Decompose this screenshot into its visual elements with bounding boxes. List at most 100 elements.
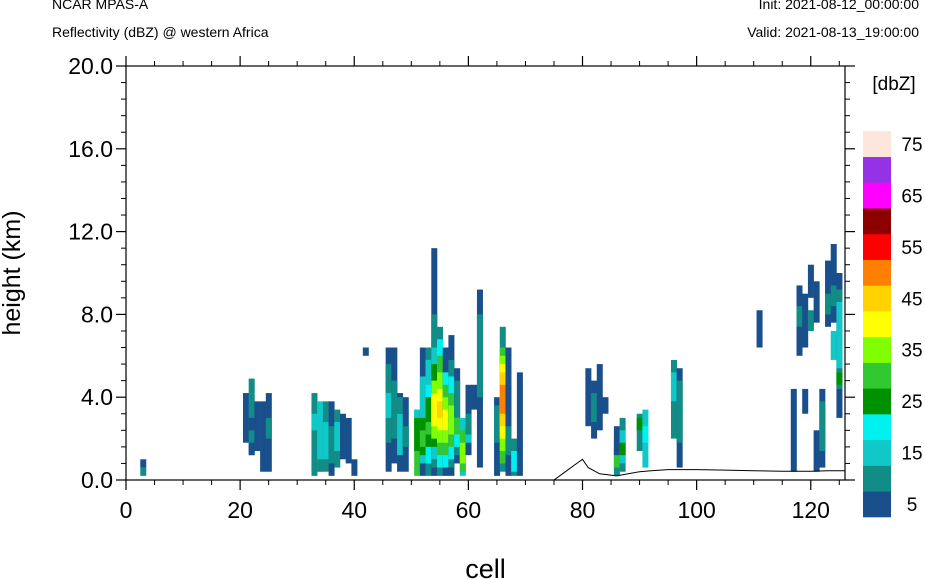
reflectivity-cell: [636, 413, 643, 452]
reflectivity-cell: [442, 409, 449, 431]
x-tick-label: 120: [792, 497, 830, 523]
reflectivity-cell: [813, 430, 820, 472]
reflectivity-cell: [591, 393, 598, 423]
reflectivity-cell: [465, 413, 472, 439]
reflectivity-cell: [756, 310, 763, 348]
colorbar-swatch: [863, 414, 891, 441]
reflectivity-cell: [619, 442, 626, 456]
field-title: Reflectivity (dBZ) @ western Africa: [52, 24, 269, 40]
colorbar-swatch: [863, 259, 891, 286]
reflectivity-cell: [345, 417, 352, 464]
reflectivity-cell: [471, 384, 478, 410]
colorbar-swatch: [863, 208, 891, 235]
reflectivity-cell: [265, 417, 272, 439]
valid-time: Valid: 2021-08-13_19:00:00: [747, 24, 919, 40]
reflectivity-cell: [414, 409, 421, 418]
colorbar-label: 55: [901, 238, 922, 259]
x-axis-label: cell: [465, 554, 506, 580]
reflectivity-cell: [465, 434, 472, 443]
colorbar-swatch: [863, 156, 891, 183]
y-tick-label: 4.0: [81, 384, 113, 410]
reflectivity-cell: [836, 372, 843, 385]
colorbar: 5 15 25 35 45 55 65 75: [863, 131, 923, 518]
x-tick-label: 60: [456, 497, 482, 523]
model-title: NCAR MPAS-A: [52, 0, 149, 12]
colorbar-swatch: [863, 131, 891, 158]
colorbar-label: 45: [901, 289, 922, 310]
reflectivity-cell: [260, 401, 267, 472]
reflectivity-cell: [454, 417, 461, 435]
reflectivity-cell: [802, 388, 809, 414]
colorbar-swatch: [863, 336, 891, 363]
reflectivity-cell: [140, 467, 147, 476]
y-axis: 0.0 4.0 8.0 12.0 16.0 20.0: [68, 53, 855, 493]
reflectivity-cell: [516, 372, 523, 476]
x-tick-label: 100: [677, 497, 715, 523]
reflectivity-cell: [613, 451, 620, 468]
colorbar-swatch: [863, 182, 891, 209]
colorbar-label: 65: [901, 186, 922, 207]
x-tick-label: 40: [341, 497, 367, 523]
y-tick-label: 12.0: [68, 219, 113, 245]
reflectivity-cell: [425, 359, 432, 385]
reflectivity-cell: [505, 426, 512, 456]
reflectivity-cell: [402, 426, 409, 447]
y-tick-label: 0.0: [81, 467, 113, 493]
reflectivity-cell: [596, 364, 603, 431]
colorbar-swatch: [863, 388, 891, 415]
reflectivity-cell: [819, 401, 826, 452]
y-tick-label: 16.0: [68, 136, 113, 162]
reflectivity-cell: [397, 413, 404, 456]
reflectivity-cell: [391, 380, 398, 439]
reflectivity-cell: [317, 459, 324, 472]
reflectivity-cell: [802, 293, 809, 348]
reflectivity-cell: [499, 384, 506, 414]
reflectivity-cell: [676, 380, 683, 443]
terrain-line: [126, 458, 845, 481]
reflectivity-cell: [585, 368, 592, 427]
reflectivity-cell: [807, 264, 814, 298]
colorbar-unit: [dbZ]: [872, 74, 915, 95]
colorbar-label: 15: [901, 444, 922, 465]
plot-frame: [125, 65, 846, 481]
reflectivity-cell: [254, 401, 261, 452]
reflectivity-cell: [248, 417, 255, 431]
colorbar-label: 25: [901, 392, 922, 413]
init-time: Init: 2021-08-12_00:00:00: [758, 0, 919, 12]
colorbar-label: 75: [901, 135, 922, 156]
x-tick-label: 0: [120, 497, 133, 523]
reflectivity-cell: [385, 393, 392, 418]
reflectivity-cell: [311, 393, 318, 476]
reflectivity-cell: [397, 397, 404, 414]
reflectivity-cell: [328, 426, 335, 464]
x-axis: 0 20 40 60 80 100 120: [120, 56, 840, 523]
reflectivity-cell: [505, 347, 512, 476]
reflectivity-cell: [317, 401, 324, 472]
reflectivity-cell: [459, 442, 466, 464]
colorbar-swatch: [863, 439, 891, 466]
reflectivity-cell: [248, 378, 255, 394]
x-tick-label: 80: [570, 497, 596, 523]
x-tick-label: 20: [227, 497, 253, 523]
reflectivity-cell: [830, 330, 837, 360]
reflectivity-cell: [448, 405, 455, 435]
reflectivity-cell: [825, 260, 832, 327]
reflectivity-cell: [431, 393, 438, 427]
reflectivity-cell: [790, 388, 797, 472]
reflectivity-cell: [414, 417, 421, 452]
reflectivity-cell: [602, 397, 609, 414]
reflectivity-cell: [836, 301, 843, 369]
y-tick-label: 8.0: [81, 301, 113, 327]
colorbar-swatch: [863, 465, 891, 492]
colorbar-swatch: [863, 233, 891, 260]
colorbar-swatch: [863, 491, 891, 518]
reflectivity-cell: [311, 413, 318, 431]
colorbar-label: 5: [907, 495, 918, 516]
reflectivity-cell: [339, 413, 346, 460]
reflectivity-cell: [437, 401, 444, 418]
colorbar-label: 35: [901, 341, 922, 362]
reflectivity-cell: [248, 442, 255, 456]
reflectivity-cell: [613, 426, 620, 456]
reflectivity-cells: [140, 244, 843, 476]
